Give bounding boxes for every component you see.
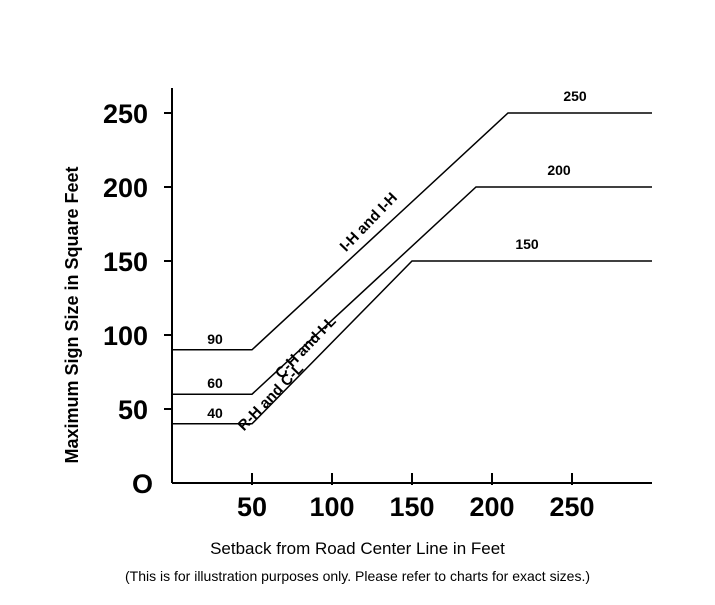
tick-labels: O 50 100 150 200 250 50 100 150 200 250 [103,99,595,522]
ticks [164,112,573,485]
series-line [172,260,652,425]
series-start-label: 40 [207,405,223,421]
series-line [172,186,652,395]
y-tick-label: 250 [103,99,148,129]
x-tick-label: 100 [309,492,354,522]
series-line [172,112,652,351]
series-start-label: 60 [207,375,223,391]
series-name-label: I-H and I-H [337,189,401,255]
series-end-label: 200 [547,162,571,178]
x-tick-label: 250 [549,492,594,522]
series-lines [172,112,652,425]
series-end-label: 150 [515,236,539,252]
x-axis-label: Setback from Road Center Line in Feet [210,539,505,558]
x-tick-label: 150 [389,492,434,522]
y-tick-label: 150 [103,247,148,277]
series-name-label: R-H and C-L [235,360,307,434]
disclaimer-note: (This is for illustration purposes only.… [124,568,591,584]
x-tick-label: 50 [237,492,267,522]
y-tick-label: O [132,469,153,499]
y-axis-label: Maximum Sign Size in Square Feet [62,166,82,463]
y-tick-label: 50 [118,395,148,425]
x-tick-label: 200 [469,492,514,522]
series-start-label: 90 [207,331,223,347]
series-end-label: 250 [563,88,587,104]
y-tick-label: 100 [103,321,148,351]
y-tick-label: 200 [103,173,148,203]
